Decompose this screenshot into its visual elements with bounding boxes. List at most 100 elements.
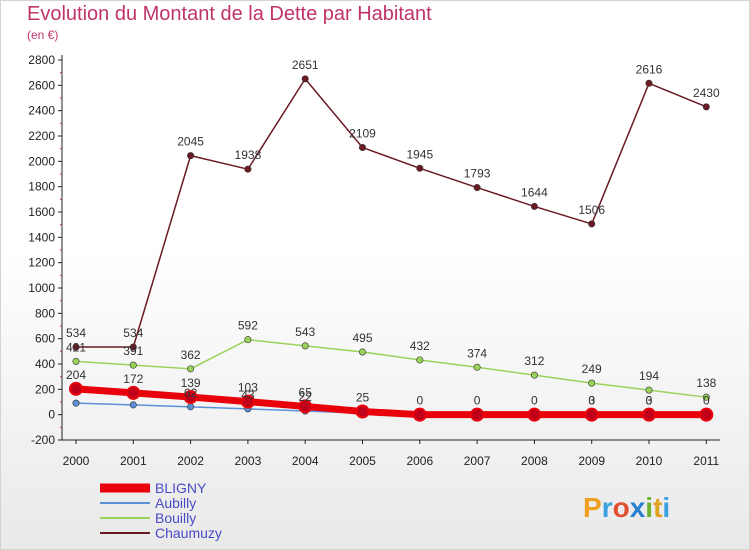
series-line-bligny (75, 385, 707, 419)
data-label: 0 (703, 394, 710, 408)
data-point (129, 361, 137, 369)
data-label: 139 (181, 376, 201, 390)
data-label: 592 (238, 319, 258, 333)
data-label: 43 (241, 388, 255, 402)
y-tick-label: 1200 (28, 256, 55, 270)
x-tick-label: 2008 (521, 454, 548, 468)
data-point (72, 357, 80, 365)
x-tick-label: 2006 (406, 454, 433, 468)
svg-text:Proxiti: Proxiti (583, 492, 670, 523)
data-label: 3 (588, 394, 595, 408)
data-point (416, 164, 424, 172)
x-tick-label: 2007 (464, 454, 491, 468)
x-tick-label: 2002 (177, 454, 204, 468)
y-tick-label: 1800 (28, 180, 55, 194)
data-point (129, 401, 137, 409)
x-tick-label: 2004 (292, 454, 319, 468)
data-label: 2616 (636, 62, 663, 76)
data-point (470, 407, 485, 422)
data-label: 0 (474, 394, 481, 408)
series-line-bouilly (75, 338, 707, 398)
data-label: 0 (646, 394, 653, 408)
data-label: 374 (467, 346, 487, 360)
legend-label: Aubilly (155, 495, 196, 511)
data-point (72, 399, 80, 407)
data-label: 204 (66, 368, 86, 382)
data-point (527, 407, 542, 422)
data-label: 1945 (406, 147, 433, 161)
y-tick-label: 200 (35, 382, 55, 396)
data-point (412, 407, 427, 422)
data-label: 194 (639, 369, 659, 383)
data-point (645, 79, 653, 87)
data-point (187, 403, 195, 411)
data-point (702, 393, 710, 401)
y-tick-label: 400 (35, 357, 55, 371)
data-point (126, 385, 141, 400)
data-point (244, 336, 252, 344)
y-tick-label: -200 (31, 433, 55, 447)
y-tick-label: 2600 (28, 78, 55, 92)
data-point (584, 407, 599, 422)
data-label: 534 (66, 326, 86, 340)
data-point (473, 184, 481, 192)
data-point (301, 75, 309, 83)
data-label: 2430 (693, 86, 720, 100)
series-group (69, 75, 714, 422)
data-point (301, 342, 309, 350)
x-tick-label: 2001 (120, 454, 147, 468)
x-tick-label: 2005 (349, 454, 376, 468)
y-tick-label: 1400 (28, 230, 55, 244)
chart-subtitle: (en €) (27, 28, 59, 42)
data-point (473, 363, 481, 371)
data-label: 0 (531, 394, 538, 408)
legend-label: Bouilly (155, 510, 196, 526)
data-point (699, 407, 714, 422)
data-label: 432 (410, 339, 430, 353)
y-tick-label: 1000 (28, 281, 55, 295)
data-point (244, 165, 252, 173)
data-point (358, 348, 366, 356)
data-label: 391 (123, 344, 143, 358)
x-tick-label: 2003 (235, 454, 262, 468)
data-label: 1644 (521, 185, 548, 199)
y-tick-label: 800 (35, 306, 55, 320)
data-label: 362 (181, 348, 201, 362)
y-tick-label: 600 (35, 332, 55, 346)
data-label: 3 (646, 394, 653, 408)
data-point (645, 386, 653, 394)
data-point (72, 343, 80, 351)
data-label: 65 (299, 385, 313, 399)
data-point (702, 103, 710, 111)
data-label: 22 (299, 390, 313, 404)
data-label: 1506 (578, 203, 605, 217)
y-tick-label: 2800 (28, 53, 55, 67)
data-point (355, 404, 370, 419)
proxiti-logo: Proxiti (583, 492, 670, 523)
data-label: 421 (66, 340, 86, 354)
data-point (358, 144, 366, 152)
data-point (69, 381, 83, 396)
data-label: 0 (588, 394, 595, 408)
data-label: 249 (582, 362, 602, 376)
chart-title: Evolution du Montant de la Dette par Hab… (27, 3, 432, 25)
data-label: 25 (356, 391, 370, 405)
data-point (588, 220, 596, 228)
data-label: 543 (295, 325, 315, 339)
data-point (588, 379, 596, 387)
data-label: 62 (184, 386, 198, 400)
data-labels: 534 534 2045 1938 2651 2109 1945 1793 1644 1506 26… (66, 58, 720, 408)
data-point (642, 407, 656, 422)
y-tick-label: 1600 (28, 205, 55, 219)
data-point (416, 356, 424, 364)
y-tick-label: 0 (48, 408, 55, 422)
data-label: 172 (123, 372, 143, 386)
y-tick-label: 2400 (28, 104, 55, 118)
data-label: 495 (352, 331, 372, 345)
data-label: 534 (123, 326, 143, 340)
data-point (183, 390, 198, 405)
y-tick-label: 2200 (28, 129, 55, 143)
data-label: 1938 (235, 148, 262, 162)
